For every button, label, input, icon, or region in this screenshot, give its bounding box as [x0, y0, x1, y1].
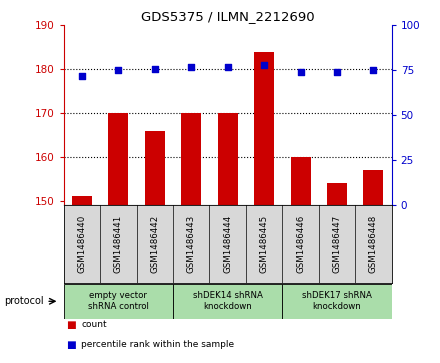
- Title: GDS5375 / ILMN_2212690: GDS5375 / ILMN_2212690: [141, 10, 315, 23]
- Bar: [218, 113, 238, 205]
- Text: GSM1486444: GSM1486444: [223, 215, 232, 273]
- Bar: [145, 131, 165, 205]
- Text: GSM1486443: GSM1486443: [187, 215, 196, 273]
- Bar: [64, 284, 173, 319]
- Text: shDEK14 shRNA
knockdown: shDEK14 shRNA knockdown: [193, 291, 263, 311]
- Point: [260, 62, 268, 68]
- Point: [151, 66, 158, 72]
- Text: GSM1486445: GSM1486445: [260, 215, 269, 273]
- Text: empty vector
shRNA control: empty vector shRNA control: [88, 291, 149, 311]
- Bar: [327, 183, 347, 205]
- Bar: [254, 52, 274, 205]
- Text: shDEK17 shRNA
knockdown: shDEK17 shRNA knockdown: [302, 291, 372, 311]
- Text: GSM1486448: GSM1486448: [369, 215, 378, 273]
- Point: [370, 68, 377, 73]
- Point: [115, 68, 122, 73]
- Bar: [108, 113, 128, 205]
- Bar: [290, 157, 311, 205]
- Text: ■: ■: [66, 340, 76, 350]
- Text: protocol: protocol: [4, 296, 44, 306]
- Point: [188, 64, 195, 70]
- Point: [78, 73, 85, 79]
- Bar: [72, 196, 92, 205]
- Text: ■: ■: [66, 320, 76, 330]
- Text: GSM1486446: GSM1486446: [296, 215, 305, 273]
- Text: GSM1486441: GSM1486441: [114, 215, 123, 273]
- Bar: [363, 170, 383, 205]
- Point: [334, 69, 341, 75]
- Bar: [181, 113, 201, 205]
- Text: percentile rank within the sample: percentile rank within the sample: [81, 340, 235, 349]
- Point: [297, 69, 304, 75]
- Bar: [173, 284, 282, 319]
- Text: GSM1486440: GSM1486440: [77, 215, 87, 273]
- Text: GSM1486442: GSM1486442: [150, 215, 159, 273]
- Point: [224, 64, 231, 70]
- Text: count: count: [81, 321, 107, 329]
- Bar: [282, 284, 392, 319]
- Text: GSM1486447: GSM1486447: [333, 215, 341, 273]
